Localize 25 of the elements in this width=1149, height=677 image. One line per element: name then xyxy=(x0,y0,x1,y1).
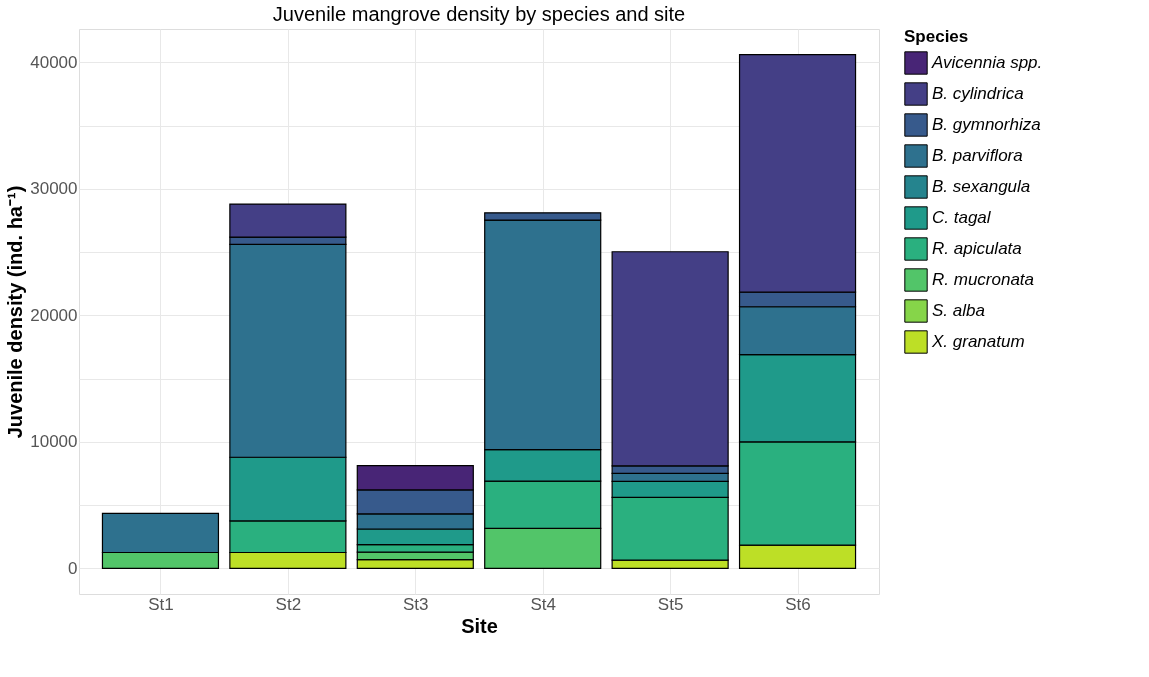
x-axis-title: Site xyxy=(461,614,498,637)
legend-label: X. granatum xyxy=(931,332,1025,351)
legend-label: S. alba xyxy=(932,301,985,320)
legend-label: B. gymnorhiza xyxy=(932,115,1041,134)
legend-label: R. apiculata xyxy=(932,239,1022,258)
y-tick-label: 20000 xyxy=(30,305,78,325)
legend-label: R. mucronata xyxy=(932,270,1035,289)
x-tick-label: St5 xyxy=(657,594,684,614)
x-tick-label: St1 xyxy=(148,594,174,614)
legend-title: Species xyxy=(904,27,969,46)
y-axis-title: Juvenile density (ind. ha⁻¹) xyxy=(4,185,27,439)
y-tick-label: 10000 xyxy=(30,432,78,452)
legend-label: B. parviflora xyxy=(932,146,1023,165)
legend-label: B. sexangula xyxy=(932,177,1031,196)
y-tick-label: 30000 xyxy=(30,179,78,199)
x-tick-label: St3 xyxy=(403,594,429,614)
legend-label: B. cylindrica xyxy=(932,84,1024,103)
chart-title: Juvenile mangrove density by species and site xyxy=(272,3,686,25)
y-tick-label: 0 xyxy=(68,558,78,578)
y-tick-label: 40000 xyxy=(30,52,78,72)
legend-label: C. tagal xyxy=(932,208,992,227)
x-tick-label: St2 xyxy=(275,594,302,614)
x-tick-label: St4 xyxy=(530,594,556,614)
x-tick-label: St6 xyxy=(785,594,811,614)
legend-label: Avicennia spp. xyxy=(931,53,1043,72)
